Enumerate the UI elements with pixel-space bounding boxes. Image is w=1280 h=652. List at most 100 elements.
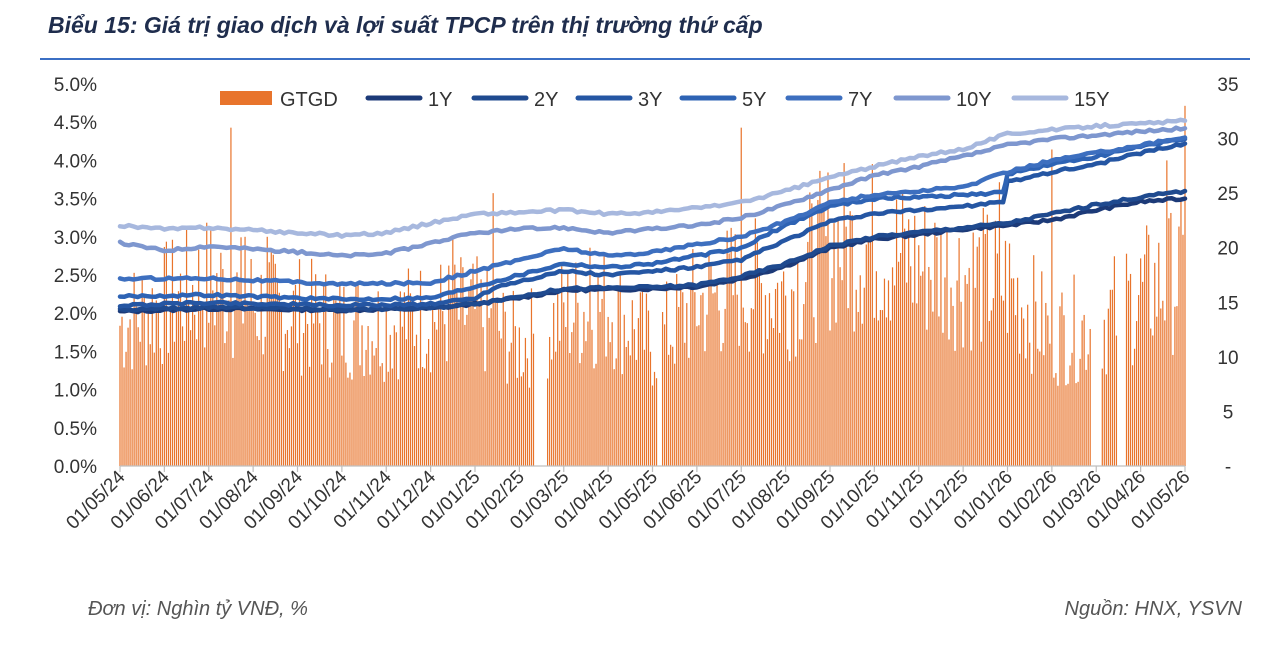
bar-gtgd [226, 331, 228, 466]
bar-gtgd [232, 357, 234, 466]
bar-gtgd [504, 311, 506, 466]
bar-gtgd [823, 206, 825, 466]
bar-gtgd [381, 363, 383, 466]
bar-gtgd [801, 339, 803, 466]
bar-gtgd [629, 355, 631, 466]
bar-gtgd [1160, 308, 1162, 466]
bar-gtgd [875, 271, 877, 466]
bar-gtgd [696, 326, 698, 466]
bar-gtgd [938, 316, 940, 466]
bar-gtgd [712, 293, 714, 466]
bar-gtgd [1035, 301, 1037, 466]
bar-gtgd [750, 308, 752, 466]
bar-gtgd [869, 238, 871, 466]
bar-gtgd [351, 379, 353, 466]
bar-gtgd [373, 355, 375, 466]
bar-gtgd [922, 271, 924, 466]
bar-gtgd [609, 342, 611, 466]
bar-gtgd [282, 371, 284, 466]
bar-gtgd [268, 262, 270, 466]
bar-gtgd [1016, 277, 1019, 466]
bar-gtgd [768, 293, 771, 466]
bar-gtgd [607, 316, 609, 466]
bar-gtgd [1037, 348, 1039, 466]
bar-gtgd [448, 265, 450, 466]
bar-gtgd [133, 272, 135, 466]
bar-gtgd [480, 279, 482, 466]
bar-gtgd [1127, 280, 1130, 466]
bar-gtgd [331, 362, 333, 466]
bar-gtgd [363, 376, 365, 466]
bar-gtgd [920, 275, 922, 466]
bar-gtgd [442, 311, 444, 466]
bar-gtgd [958, 238, 960, 466]
bar-gtgd [597, 275, 599, 466]
bar-gtgd [333, 298, 335, 466]
legend-label-3y: 3Y [638, 89, 662, 111]
bar-gtgd [1109, 289, 1111, 466]
bar-gtgd [891, 267, 894, 466]
bar-gtgd [1069, 365, 1071, 466]
bar-gtgd [244, 236, 246, 466]
bar-gtgd [401, 326, 403, 466]
bar-gtgd [302, 333, 305, 466]
bar-gtgd [639, 292, 641, 466]
bar-gtgd [474, 309, 476, 466]
bar-gtgd [1085, 369, 1087, 466]
bar-gtgd [1061, 292, 1063, 466]
bar-gtgd [434, 321, 436, 466]
bar-gtgd [1156, 316, 1158, 466]
bar-gtgd [843, 163, 845, 466]
unit-note: Đơn vị: Nghìn tỷ VNĐ, % [88, 598, 308, 620]
bar-gtgd [1067, 383, 1069, 466]
bar-gtgd [371, 341, 373, 466]
bar-gtgd [272, 254, 274, 466]
bar-gtgd [210, 228, 212, 466]
bar-gtgd [930, 279, 932, 466]
bar-gtgd [325, 274, 327, 466]
bar-gtgd [895, 199, 898, 466]
bar-gtgd [222, 268, 224, 466]
bar-gtgd [549, 336, 551, 466]
bar-gtgd [1115, 335, 1118, 466]
bar-gtgd [758, 271, 761, 466]
bar-gtgd [879, 309, 882, 466]
bar-gtgd [1012, 278, 1015, 466]
bar-gtgd [670, 344, 672, 466]
bar-gtgd [625, 346, 627, 466]
bar-gtgd [375, 348, 377, 466]
bar-gtgd [496, 298, 498, 466]
bar-gtgd [413, 346, 416, 466]
bar-gtgd [962, 347, 964, 466]
bar-gtgd [234, 308, 236, 466]
bar-gtgd [393, 325, 395, 466]
bar-gtgd [1004, 240, 1007, 466]
bar-gtgd [256, 336, 258, 466]
bar-gtgd [1142, 281, 1144, 466]
bar-gtgd [912, 302, 914, 466]
bar-gtgd [815, 342, 817, 466]
bar-gtgd [649, 351, 652, 466]
bar-gtgd [623, 314, 625, 466]
bar-gtgd [599, 311, 601, 466]
bar-gtgd [157, 308, 159, 466]
bar-gtgd [452, 236, 454, 466]
bar-gtgd [1029, 342, 1031, 466]
bar-series [119, 105, 1186, 467]
bar-gtgd [432, 302, 434, 466]
bar-gtgd [966, 283, 968, 466]
bar-gtgd [502, 292, 504, 466]
bar-gtgd [740, 127, 742, 466]
bar-gtgd [1079, 358, 1081, 466]
bar-gtgd [795, 356, 797, 466]
bar-gtgd [185, 226, 188, 466]
bar-gtgd [470, 279, 472, 466]
bar-gtgd [547, 378, 549, 466]
bar-gtgd [581, 352, 583, 466]
bar-gtgd [1019, 353, 1021, 466]
bar-gtgd [635, 359, 637, 466]
bar-gtgd [498, 330, 500, 466]
bar-gtgd [974, 287, 976, 466]
bar-gtgd [835, 322, 837, 466]
bar-gtgd [553, 302, 555, 466]
